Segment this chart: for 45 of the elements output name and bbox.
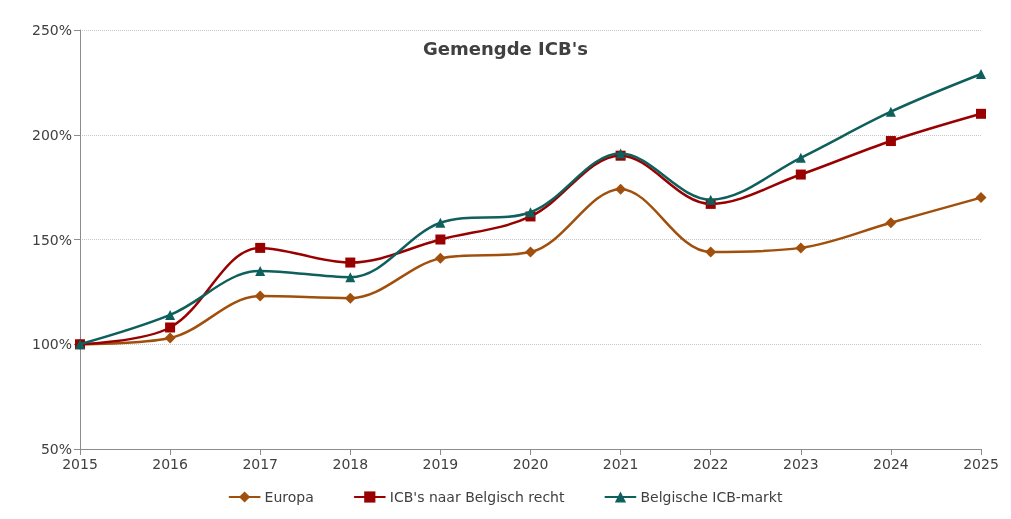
legend-label: Europa: [264, 489, 314, 505]
x-tick-label: 2019: [422, 456, 459, 472]
x-tick-label: 2021: [602, 456, 639, 472]
x-tick-label: 2018: [332, 456, 369, 472]
x-tick-label: 2024: [873, 456, 909, 472]
y-tick-label: 200%: [31, 126, 72, 143]
x-tick-label: 2017: [242, 456, 279, 472]
point: [525, 207, 536, 218]
point: [164, 332, 176, 344]
point: [885, 217, 897, 229]
x-tick-label: 2022: [692, 456, 729, 472]
point: [345, 257, 356, 268]
y-tick-label: 150%: [31, 231, 72, 248]
point: [344, 292, 356, 304]
point: [255, 242, 266, 253]
point: [885, 136, 896, 147]
point: [255, 265, 266, 276]
point: [615, 183, 627, 195]
point: [165, 309, 176, 320]
point: [795, 242, 807, 254]
y-tick-label: 50%: [40, 441, 72, 457]
x-tick-label: 2016: [152, 456, 188, 472]
point: [795, 152, 806, 163]
x-tick-label: 2020: [512, 456, 549, 472]
point: [165, 322, 176, 333]
point: [434, 252, 446, 264]
point: [976, 69, 986, 79]
x-tick-label: 2023: [782, 456, 819, 472]
point: [254, 290, 266, 302]
point: [795, 169, 806, 180]
x-tick-label: 2025: [963, 456, 999, 472]
point: [345, 272, 356, 283]
y-tick-label: 250%: [31, 22, 72, 38]
legend-label: Belgische ICB-markt: [640, 489, 783, 505]
legend-label: ICB's naar Belgisch recht: [389, 489, 565, 505]
point: [885, 106, 896, 117]
point: [975, 192, 987, 204]
x-tick-label: 2015: [62, 456, 98, 472]
point: [435, 234, 446, 245]
point: [705, 194, 716, 205]
point: [435, 217, 446, 228]
y-tick-label: 100%: [31, 336, 72, 353]
point: [525, 246, 536, 258]
point: [976, 108, 986, 119]
chart-title: Gemengde ICB's: [423, 37, 588, 59]
